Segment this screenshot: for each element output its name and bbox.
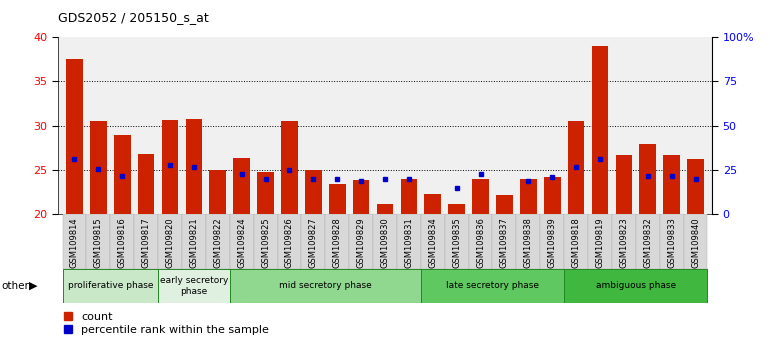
Text: GSM109815: GSM109815 (94, 217, 103, 268)
Text: GSM109836: GSM109836 (476, 217, 485, 268)
Bar (660, 214, 684, 269)
Bar (541, 214, 564, 269)
Text: GSM109816: GSM109816 (118, 217, 127, 268)
Bar (687, 159, 704, 214)
Bar (421, 269, 564, 303)
Bar (349, 214, 373, 269)
Text: GSM109830: GSM109830 (380, 217, 390, 268)
Bar (329, 184, 346, 214)
Bar (353, 179, 370, 214)
Bar (186, 119, 203, 214)
Bar (158, 214, 182, 269)
Bar (612, 214, 636, 269)
Bar (62, 214, 86, 269)
Bar (615, 155, 632, 214)
Bar (544, 177, 561, 214)
Bar (684, 214, 708, 269)
Bar (472, 179, 489, 214)
Bar (325, 214, 349, 269)
Text: other: other (2, 281, 29, 291)
Bar (397, 214, 421, 269)
Bar (636, 214, 660, 269)
Bar (253, 214, 277, 269)
Bar (301, 214, 325, 269)
Bar (114, 135, 131, 214)
Bar (229, 214, 253, 269)
Text: GSM109821: GSM109821 (189, 217, 199, 268)
Text: early secretory
phase: early secretory phase (159, 276, 228, 296)
Text: GSM109839: GSM109839 (547, 217, 557, 268)
Bar (209, 170, 226, 214)
Text: GSM109814: GSM109814 (70, 217, 79, 268)
Bar (206, 214, 229, 269)
Text: proliferative phase: proliferative phase (68, 281, 153, 290)
Bar (257, 172, 274, 214)
Bar (493, 214, 517, 269)
Text: GSM109837: GSM109837 (500, 217, 509, 268)
Text: GSM109832: GSM109832 (643, 217, 652, 268)
Bar (591, 46, 608, 214)
Bar (66, 59, 83, 214)
Bar (62, 269, 158, 303)
Bar (663, 155, 680, 214)
Text: GSM109829: GSM109829 (357, 217, 366, 268)
Bar (567, 121, 584, 214)
Bar (182, 214, 206, 269)
Bar (520, 179, 537, 214)
Text: ambiguous phase: ambiguous phase (596, 281, 676, 290)
Bar (305, 170, 322, 214)
Bar (424, 194, 441, 214)
Bar (277, 214, 301, 269)
Text: GSM109834: GSM109834 (428, 217, 437, 268)
Text: GSM109819: GSM109819 (595, 217, 604, 268)
Text: GDS2052 / 205150_s_at: GDS2052 / 205150_s_at (58, 11, 209, 24)
Bar (373, 214, 397, 269)
Bar (564, 214, 588, 269)
Bar (469, 214, 493, 269)
Text: GSM109823: GSM109823 (619, 217, 628, 268)
Bar (134, 214, 158, 269)
Bar (445, 214, 469, 269)
Text: GSM109833: GSM109833 (667, 217, 676, 268)
Bar (138, 154, 155, 214)
Bar (90, 121, 107, 214)
Text: GSM109824: GSM109824 (237, 217, 246, 268)
Text: ▶: ▶ (29, 281, 38, 291)
Text: GSM109825: GSM109825 (261, 217, 270, 268)
Bar (588, 214, 612, 269)
Text: GSM109817: GSM109817 (142, 217, 151, 268)
Text: GSM109840: GSM109840 (691, 217, 700, 268)
Text: GSM109820: GSM109820 (166, 217, 175, 268)
Bar (158, 269, 229, 303)
Bar (281, 121, 298, 214)
Bar (233, 158, 250, 214)
Bar (639, 144, 656, 214)
Bar (110, 214, 134, 269)
Text: GSM109835: GSM109835 (452, 217, 461, 268)
Bar (400, 179, 417, 214)
Text: mid secretory phase: mid secretory phase (279, 281, 372, 290)
Text: GSM109828: GSM109828 (333, 217, 342, 268)
Legend: count, percentile rank within the sample: count, percentile rank within the sample (63, 312, 269, 335)
Bar (564, 269, 708, 303)
Bar (421, 214, 445, 269)
Bar (86, 214, 110, 269)
Text: GSM109827: GSM109827 (309, 217, 318, 268)
Text: GSM109822: GSM109822 (213, 217, 223, 268)
Text: GSM109831: GSM109831 (404, 217, 413, 268)
Text: GSM109838: GSM109838 (524, 217, 533, 268)
Bar (496, 195, 513, 214)
Bar (377, 204, 393, 214)
Bar (448, 204, 465, 214)
Bar (229, 269, 421, 303)
Text: late secretory phase: late secretory phase (446, 281, 539, 290)
Text: GSM109826: GSM109826 (285, 217, 294, 268)
Text: GSM109818: GSM109818 (571, 217, 581, 268)
Bar (517, 214, 541, 269)
Bar (162, 120, 179, 214)
